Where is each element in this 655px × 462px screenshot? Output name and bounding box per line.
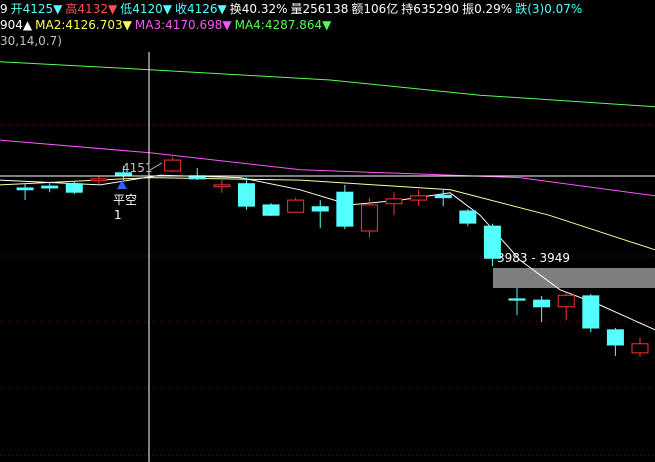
price-zone — [493, 268, 655, 288]
header-item: 高4132▼ — [65, 1, 118, 16]
header-item: MA3:4170.698▼ — [135, 18, 232, 32]
header-item: 振0.29% — [462, 2, 512, 16]
header-item: 30,14,0.7) — [0, 34, 62, 48]
plot — [0, 61, 655, 358]
candle-body — [385, 198, 403, 205]
candle-body — [483, 225, 501, 259]
moving-average-line — [0, 177, 655, 251]
high-label: 4151 — [122, 161, 153, 175]
signal-label: 平空 — [113, 193, 137, 207]
candle-body — [16, 187, 34, 191]
moving-average-line — [0, 61, 655, 108]
leader-line — [149, 162, 163, 171]
candle-body — [508, 298, 526, 301]
header-line: 30,14,0.7) — [0, 34, 62, 48]
header-item: 9 — [0, 2, 8, 16]
header-item: 904▲ — [0, 18, 33, 32]
candle-body — [237, 183, 255, 207]
candle-body — [90, 178, 108, 182]
candle-body — [287, 199, 305, 213]
candle-body — [336, 191, 354, 227]
candle-body — [631, 343, 649, 354]
header-item: 跌(3)0.07% — [515, 1, 582, 16]
header-item: MA2:4126.703▼ — [35, 18, 132, 32]
candle-body — [582, 295, 600, 329]
candle-body — [360, 204, 378, 232]
candle-body — [434, 194, 452, 199]
candle-body — [606, 329, 624, 346]
candle-body — [213, 184, 231, 188]
candle-body — [459, 210, 477, 224]
candle-body — [65, 183, 83, 193]
grid — [0, 124, 655, 456]
candle-body — [311, 206, 329, 212]
zone-label: 3983 - 3949 — [497, 251, 570, 265]
header-item: 持635290 — [401, 1, 459, 16]
candle-body — [41, 185, 59, 189]
candle-body — [262, 204, 280, 216]
candle-body — [557, 294, 575, 308]
signal-count: 1 — [114, 208, 122, 222]
candle-body — [533, 299, 551, 308]
candle-body — [410, 195, 428, 201]
header-item: 换40.32% — [230, 2, 288, 16]
header: 9 开4125▼ 高4132▼ 低4120▼ 收4126▼ 换40.32% 量256138 额… — [0, 1, 582, 48]
header-item: 低4120▼ — [120, 2, 173, 16]
header-item: MA4:4287.864▼ — [235, 18, 332, 32]
header-item: 收4126▼ — [175, 2, 228, 16]
signal-marker — [117, 180, 127, 189]
header-item: 额106亿 — [351, 1, 398, 16]
header-line: 904▲ MA2:4126.703▼ MA3:4170.698▼ MA4:4287.8… — [0, 18, 332, 32]
header-line: 9 开4125▼ 高4132▼ 低4120▼ 收4126▼ 换40.32% 量256138 额… — [0, 1, 582, 16]
moving-average-line — [0, 139, 655, 197]
header-item: 量256138 — [291, 2, 349, 16]
candle-body — [164, 159, 182, 172]
header-item: 开4125▼ — [11, 2, 64, 16]
